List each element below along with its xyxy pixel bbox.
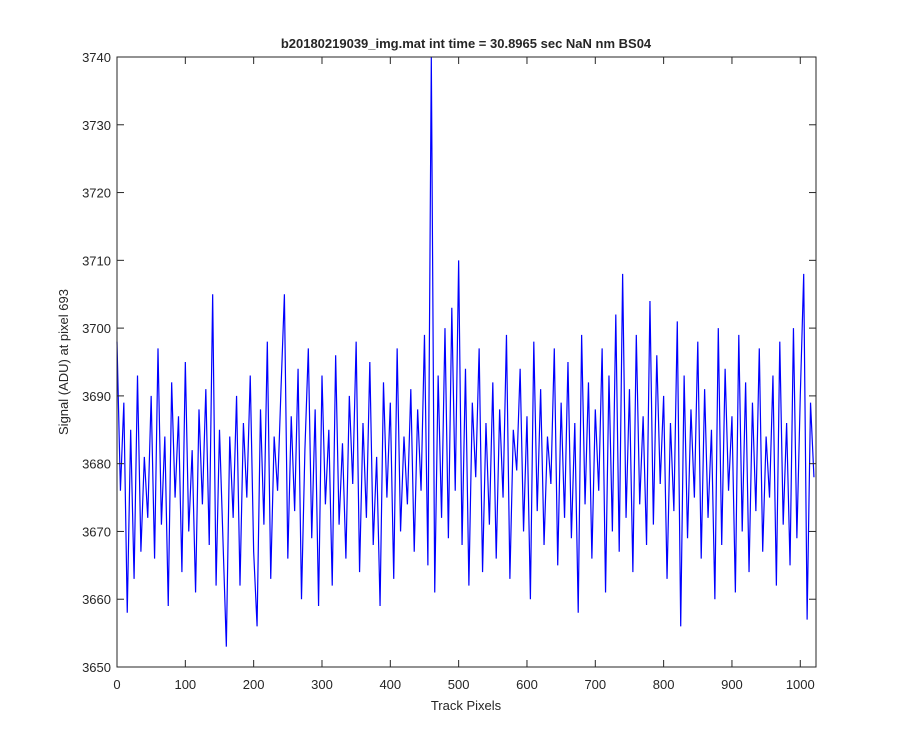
y-tick-label: 3690 bbox=[82, 389, 111, 404]
x-tick-label: 800 bbox=[653, 677, 675, 692]
y-tick-label: 3650 bbox=[82, 660, 111, 675]
y-tick-label: 3680 bbox=[82, 457, 111, 472]
x-tick-label: 0 bbox=[113, 677, 120, 692]
data-line bbox=[116, 56, 815, 647]
x-tick-label: 300 bbox=[311, 677, 333, 692]
chart-title: b20180219039_img.mat int time = 30.8965 … bbox=[281, 36, 652, 51]
x-tick-label: 1000 bbox=[786, 677, 815, 692]
plot-box bbox=[116, 56, 817, 668]
x-axis-label: Track Pixels bbox=[431, 698, 502, 713]
y-tick-label: 3730 bbox=[82, 118, 111, 133]
y-axis-label: Signal (ADU) at pixel 693 bbox=[56, 289, 71, 435]
x-tick-label: 700 bbox=[584, 677, 606, 692]
x-tick-label: 600 bbox=[516, 677, 538, 692]
y-tick-label: 3720 bbox=[82, 186, 111, 201]
y-tick-label: 3700 bbox=[82, 321, 111, 336]
x-tick-label: 400 bbox=[379, 677, 401, 692]
x-tick-label: 500 bbox=[448, 677, 470, 692]
y-tick-label: 3740 bbox=[82, 50, 111, 65]
x-tick-label: 200 bbox=[243, 677, 265, 692]
y-tick-label: 3660 bbox=[82, 592, 111, 607]
y-tick-label: 3710 bbox=[82, 253, 111, 268]
x-tick-label: 100 bbox=[174, 677, 196, 692]
y-tick-label: 3670 bbox=[82, 524, 111, 539]
x-tick-label: 900 bbox=[721, 677, 743, 692]
